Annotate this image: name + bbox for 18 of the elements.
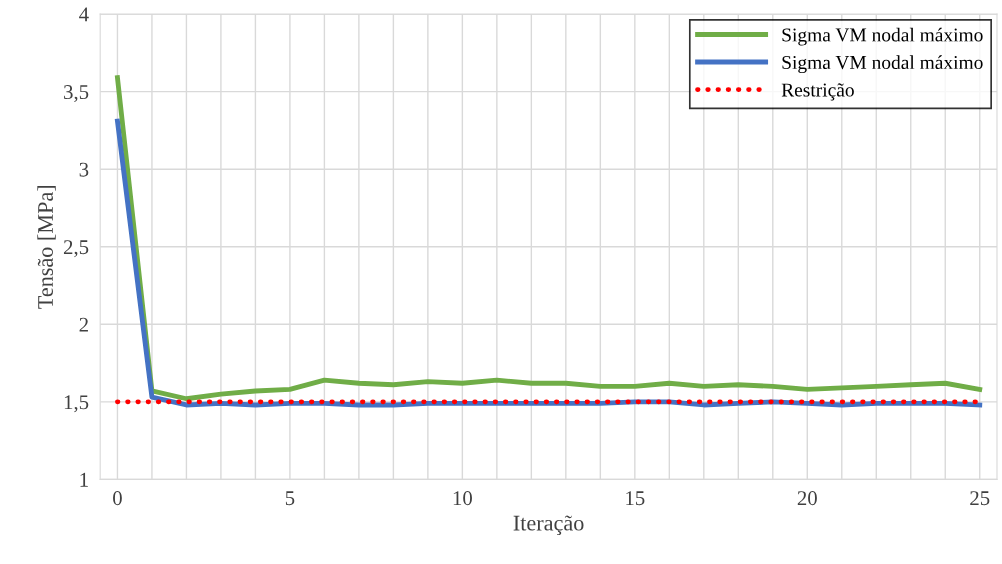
y-tick-label: 1,5 [64,395,89,413]
y-tick-label: 2 [79,317,88,332]
x-tick-label: 20 [797,491,817,506]
y-tick-label: 3,5 [64,85,89,103]
legend-label: Restrição [781,83,854,101]
x-tick-label: 15 [626,491,645,506]
y-tick-label: 2,5 [63,240,89,258]
y-tick-label: 1 [80,472,88,487]
x-tick-label: 25 [970,491,990,506]
y-tick-label: 4 [79,7,89,22]
x-tick-label: 10 [453,491,472,506]
x-tick-label: 5 [285,491,295,506]
y-tick-label: 3 [79,162,89,177]
y-axis-title: Tensão [MPa] [37,185,56,309]
legend-label: Sigma VM nodal máximo [782,27,983,46]
x-tick-label: 0 [113,491,122,506]
x-axis-title: Iteração [513,515,584,536]
legend-label: Sigma VM nodal máximo [782,55,983,74]
